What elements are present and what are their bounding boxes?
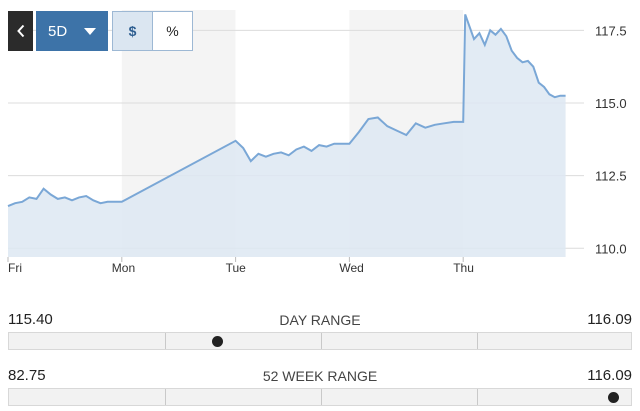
- x-tick-label: Wed: [339, 261, 363, 275]
- y-tick-label: 112.5: [595, 169, 627, 184]
- y-tick-label: 110.0: [595, 241, 627, 256]
- percent-mode-button[interactable]: %: [152, 12, 192, 50]
- y-tick-label: 115.0: [595, 96, 627, 111]
- x-tick-label: Tue: [226, 261, 247, 275]
- dollar-mode-button[interactable]: $: [113, 12, 152, 50]
- display-mode-toggle: $ %: [112, 11, 193, 51]
- week52-range-low: 82.75: [8, 367, 46, 384]
- range-dropdown[interactable]: 5D: [36, 11, 108, 51]
- price-chart: 117.5 115.0 112.5 110.0 Fri Mon Tue Wed Thu: [7, 10, 627, 275]
- range-divider: [321, 389, 322, 405]
- y-tick-label: 117.5: [595, 23, 627, 38]
- range-dropdown-label: 5D: [48, 22, 68, 40]
- caret-down-icon: [84, 27, 96, 35]
- x-tick-label: Thu: [453, 261, 474, 275]
- range-divider: [165, 389, 166, 405]
- day-range-high: 116.09: [587, 311, 632, 328]
- chevron-left-icon: [16, 24, 24, 38]
- day-range-marker: [211, 336, 223, 347]
- price-line: [7, 14, 566, 208]
- chart-toolbar: 5D $ %: [8, 11, 193, 51]
- back-button[interactable]: [8, 11, 33, 51]
- price-area: [8, 14, 566, 258]
- day-range-bar: [8, 332, 632, 350]
- week52-range-bar: [8, 388, 632, 406]
- day-range-low: 115.40: [8, 311, 53, 328]
- week52-range-marker: [607, 392, 619, 403]
- range-divider: [165, 333, 166, 349]
- day-range-title: DAY RANGE: [279, 312, 361, 328]
- range-divider: [477, 389, 478, 405]
- range-divider: [477, 333, 478, 349]
- week52-range-high: 116.09: [587, 367, 632, 384]
- x-tick-label: Fri: [8, 261, 22, 275]
- week52-range-title: 52 WEEK RANGE: [262, 368, 378, 384]
- range-divider: [321, 333, 322, 349]
- x-tick-label: Mon: [112, 261, 135, 275]
